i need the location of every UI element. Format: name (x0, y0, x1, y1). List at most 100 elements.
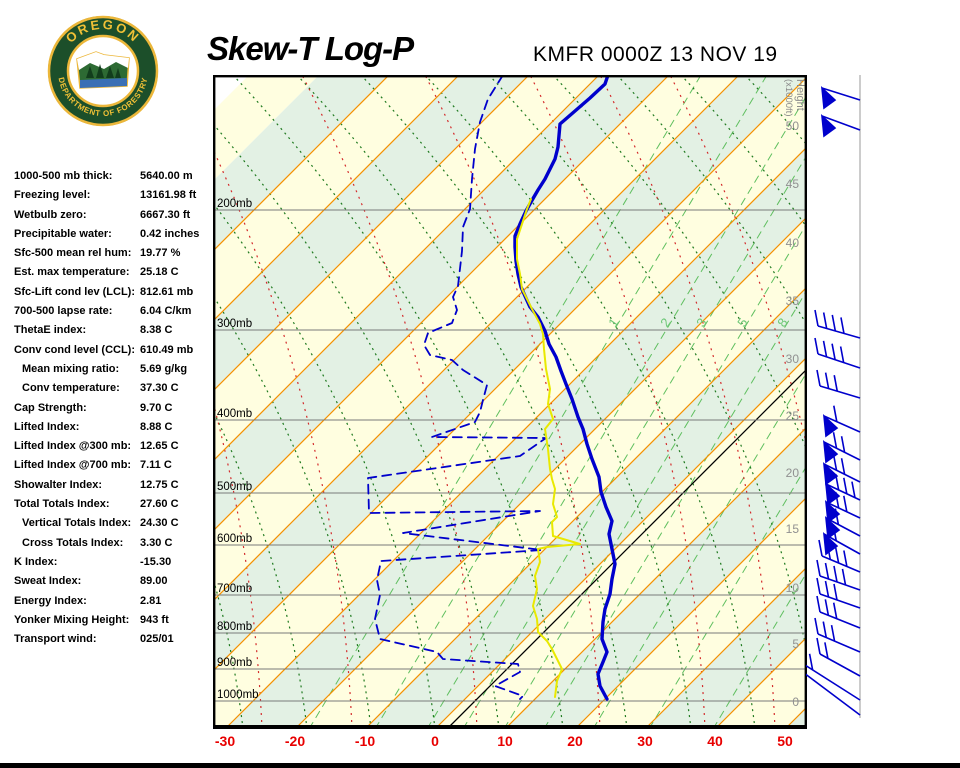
index-label: Est. max temperature: (14, 266, 130, 279)
index-value: 27.60 C (140, 498, 179, 511)
wind-barb (816, 559, 861, 591)
index-row: Est. max temperature: 25.18 C (14, 263, 210, 282)
index-value: 37.30 C (140, 382, 179, 395)
wind-barb (824, 473, 861, 506)
index-label: Mean mixing ratio: (22, 362, 120, 375)
height-label: 25 (786, 409, 800, 423)
temperature-tick-label: 10 (497, 733, 513, 749)
index-value: 8.38 C (140, 324, 173, 337)
index-value: 0.42 inches (140, 227, 200, 240)
index-row: Mean mixing ratio: 5.69 g/kg (14, 360, 210, 379)
temperature-tick-label: -20 (284, 733, 306, 749)
index-value: 610.49 mb (140, 343, 194, 356)
wind-barb (816, 369, 861, 399)
height-axis-title-line1: Height (794, 79, 806, 111)
wind-barb (820, 85, 861, 110)
wind-barb (816, 577, 861, 609)
index-label: Cross Totals Index: (22, 536, 124, 549)
isotherm-lines (213, 75, 807, 729)
index-label: 1000-500 mb thick: (14, 170, 113, 182)
wind-barb (816, 595, 861, 629)
pressure-label: 600mb (217, 533, 252, 545)
bottom-border-bar (0, 763, 960, 768)
zero-isotherm-line (446, 368, 807, 729)
height-label: 0 (792, 695, 799, 709)
page-title: Skew-T Log-P (207, 30, 414, 67)
index-label: Sfc-Lift cond lev (LCL): (14, 285, 135, 298)
index-label: Sfc-500 mean rel hum: (14, 247, 132, 260)
index-row: Cap Strength: 9.70 C (14, 399, 210, 418)
index-label: ThetaE index: (14, 324, 87, 337)
index-label: K Index: (14, 555, 58, 568)
index-row: Yonker Mixing Height: 943 ft (14, 611, 210, 630)
odf-logo: OREGON DEPARTMENT OF FORESTRY (47, 15, 159, 127)
index-row: Showalter Index: 12.75 C (14, 476, 210, 495)
index-label: Energy Index: (14, 594, 87, 607)
isotherm-bands (213, 75, 807, 729)
index-value: 19.77 % (140, 247, 181, 260)
index-row: Freezing level: 13161.98 ft (14, 186, 210, 205)
index-label: Lifted Index @700 mb: (14, 459, 132, 472)
temperature-tick-label: 0 (431, 733, 439, 749)
pressure-label: 500mb (217, 481, 252, 493)
index-row: Lifted Index: 8.88 C (14, 418, 210, 437)
index-value: 6667.30 ft (140, 208, 191, 221)
index-label: Wetbulb zero: (14, 208, 87, 221)
index-value: 2.81 (140, 594, 162, 607)
height-label: 30 (786, 352, 800, 366)
index-row: ThetaE index: 8.38 C (14, 321, 210, 340)
index-row: Vertical Totals Index: 24.30 C (14, 514, 210, 533)
temperature-tick-label: -10 (354, 733, 376, 749)
pressure-label: 1000mb (217, 689, 259, 701)
index-row: K Index: -15.30 (14, 553, 210, 572)
index-row: Sweat Index: 89.00 (14, 572, 210, 591)
temperature-curve (513, 75, 617, 701)
wind-barb (814, 617, 861, 653)
index-row: Sfc-Lift cond lev (LCL): 812.61 mb (14, 283, 210, 302)
wind-barb-column (806, 75, 861, 718)
station-datetime: KMFR 0000Z 13 NOV 19 (533, 43, 778, 66)
wind-barb (816, 637, 861, 677)
index-label: Transport wind: (14, 633, 97, 646)
index-row: Lifted Index @700 mb: 7.11 C (14, 456, 210, 475)
index-label: Lifted Index: (14, 420, 80, 433)
index-value: 24.30 C (140, 517, 179, 530)
index-value: 89.00 (140, 575, 168, 588)
height-label: 35 (786, 294, 800, 308)
index-label: Conv temperature: (22, 382, 120, 395)
wind-barb (822, 405, 861, 438)
index-value: -15.30 (140, 555, 172, 568)
height-label: 40 (786, 236, 800, 250)
temperature-tick-label: -30 (214, 733, 236, 749)
index-label: Cap Strength: (14, 401, 87, 414)
temperature-tick-label: 20 (567, 733, 583, 749)
temperature-tick-label: 30 (637, 733, 653, 749)
pressure-label: 200mb (217, 198, 252, 210)
temperature-axis: -30 -20 -10 0 10 20 30 40 50 (0, 733, 960, 755)
index-row: Wetbulb zero: 6667.30 ft (14, 206, 210, 225)
wind-barb (822, 454, 861, 486)
index-value: 812.61 mb (140, 285, 194, 298)
height-axis-title-line2: (x1000ft) (783, 79, 794, 117)
index-label: Yonker Mixing Height: (14, 613, 130, 626)
height-label: 45 (786, 177, 800, 191)
index-value: 12.75 C (140, 478, 179, 491)
height-label: 15 (786, 522, 800, 536)
pressure-label: 700mb (217, 583, 252, 595)
index-label: Sweat Index: (14, 575, 82, 588)
wind-barb (824, 508, 861, 540)
index-row: Conv cond level (CCL): 610.49 mb (14, 341, 210, 360)
index-value: 5.69 g/kg (140, 362, 188, 375)
index-value: 12.65 C (140, 440, 179, 453)
skewt-plot: 200mb 300mb 400mb 500mb 600mb 700mb 800mb 900mb… (213, 75, 807, 729)
wind-barb (822, 432, 861, 464)
index-value: 7.11 C (140, 459, 172, 472)
pressure-label: 300mb (217, 318, 252, 330)
height-axis-title: Height (x1000ft) (782, 79, 806, 117)
index-label: Vertical Totals Index: (22, 517, 132, 530)
height-label: 50 (786, 119, 800, 133)
index-label: Conv cond level (CCL): (14, 343, 136, 356)
index-value: 943 ft (140, 613, 169, 626)
index-label: Precipitable water: (14, 227, 112, 240)
